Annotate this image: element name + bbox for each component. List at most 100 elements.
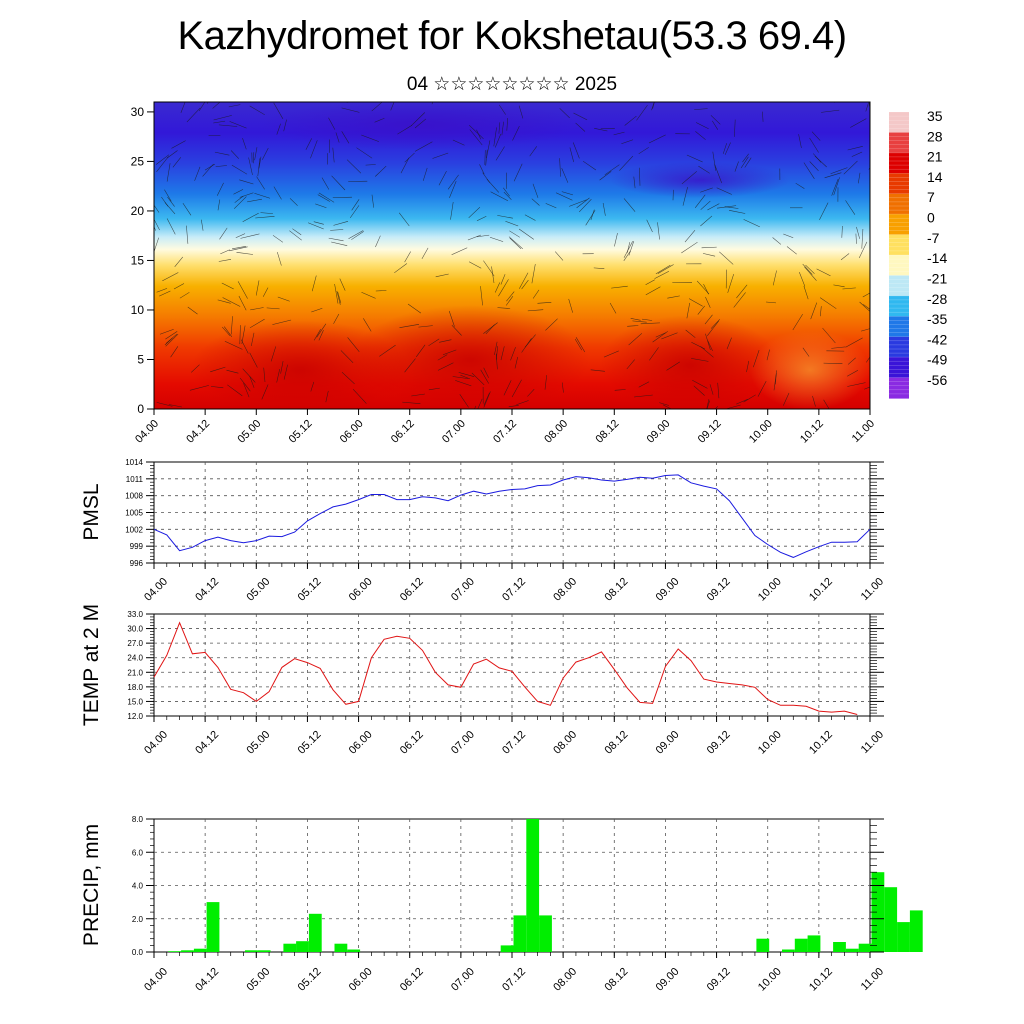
xtick-label: 09.12 (705, 729, 733, 757)
wind-streamline (773, 373, 777, 391)
wind-streamline (518, 105, 524, 119)
wind-streamline (845, 200, 856, 215)
wind-streamline (862, 292, 870, 298)
wind-streamline (404, 358, 416, 373)
wind-streamline (714, 406, 718, 409)
warm-core-3 (600, 315, 780, 409)
wind-streamline (251, 332, 255, 347)
wind-streamline (662, 404, 672, 409)
temp-ylabel: TEMP at 2 M (80, 604, 103, 726)
wind-streamline (744, 157, 752, 168)
wind-streamline (234, 196, 247, 209)
wind-streamline (240, 233, 260, 239)
wind-streamline (156, 156, 169, 172)
wind-streamline (333, 313, 340, 324)
colorbar-label: 28 (927, 128, 943, 144)
wind-streamline (809, 161, 819, 171)
ytick-label: 12.0 (127, 712, 143, 721)
wind-streamline (421, 247, 429, 260)
wind-streamline (254, 147, 258, 161)
wind-streamline (594, 128, 608, 132)
wind-streamline (634, 394, 653, 398)
wind-streamline (172, 157, 182, 168)
wind-streamline (221, 326, 231, 336)
wind-streamline (508, 405, 519, 408)
precip-axes: 0.0 2.0 4.0 6.0 8.0 04.00 04.12 05.00 05.12 06.00… (132, 815, 886, 994)
wind-streamline (651, 102, 655, 111)
chart-subtitle: 04 ☆☆☆☆☆☆☆☆ 2025 (406, 74, 618, 95)
cs-xtick-label: 06.12 (389, 418, 417, 446)
wind-streamline (479, 164, 485, 175)
ytick-label: 1014 (125, 458, 143, 467)
wind-streamline (474, 405, 477, 409)
colorbar-label: -49 (927, 352, 947, 368)
warm-core-2 (350, 305, 590, 409)
colorbar-label: -28 (927, 291, 947, 307)
wind-streamline (283, 364, 288, 380)
wind-streamline (399, 324, 420, 328)
wind-streamline (858, 172, 861, 184)
wind-streamline (512, 125, 520, 141)
wind-streamline (328, 237, 344, 242)
wind-streamline (628, 333, 643, 346)
xtick-label: 11.00 (859, 729, 886, 756)
wind-streamline (727, 274, 734, 293)
warm-patch-4 (750, 330, 870, 409)
wind-streamline (693, 385, 705, 396)
wind-streamline (242, 138, 247, 150)
wind-streamline (700, 215, 713, 227)
xtick-label: 04.00 (142, 966, 170, 994)
wind-streamline (397, 125, 412, 135)
wind-streamline (497, 307, 511, 309)
wind-streamline (544, 375, 547, 390)
wind-streamline (180, 102, 186, 113)
xtick-label: 04.12 (193, 966, 221, 994)
wind-streamline (270, 346, 277, 362)
wind-streamline (537, 302, 552, 304)
wind-streamline (313, 221, 324, 225)
wind-streamline (694, 194, 706, 208)
wind-streamline (316, 323, 327, 338)
wind-streamline (820, 306, 822, 317)
wind-streamline (667, 295, 680, 299)
wind-streamline (686, 302, 690, 319)
xtick-label: 11.00 (859, 576, 886, 603)
colorbar-swatch (889, 275, 909, 297)
wind-streamline (511, 379, 522, 398)
wind-streamline (179, 292, 190, 299)
wind-streamline (706, 399, 710, 409)
wind-streamline (717, 382, 720, 399)
wind-streamline (253, 152, 255, 164)
wind-streamline (811, 131, 821, 141)
wind-streamline (375, 235, 381, 248)
wind-streamline (483, 393, 490, 406)
wind-streamline (532, 289, 540, 299)
wind-streamline (493, 127, 497, 147)
wind-streamline (688, 298, 703, 307)
temp-series (153, 621, 858, 715)
wind-streamline (847, 357, 856, 365)
wind-streamline (422, 167, 428, 181)
wind-streamline (614, 389, 626, 391)
wind-streamline (315, 203, 327, 209)
wind-streamline (333, 221, 349, 226)
colorbar-label: -21 (927, 271, 947, 287)
colorbar-swatch (889, 234, 909, 256)
xtick-label: 08.00 (551, 966, 579, 994)
wind-streamline (691, 358, 709, 362)
wind-streamline (331, 241, 348, 246)
wind-streamline (579, 199, 592, 213)
wind-streamline (498, 104, 506, 115)
cs-ytick-label: 20 (131, 204, 145, 218)
precip-bar (181, 950, 194, 952)
wind-streamline (638, 147, 649, 155)
precip-bar (347, 949, 361, 952)
wind-streamline (170, 346, 179, 358)
wind-streamline (365, 164, 376, 166)
wind-streamline (198, 102, 206, 112)
wind-streamline (645, 286, 661, 296)
wind-streamline (242, 368, 256, 383)
wind-streamline (559, 108, 570, 119)
wind-streamline (682, 186, 688, 206)
wind-streamline (812, 395, 816, 407)
